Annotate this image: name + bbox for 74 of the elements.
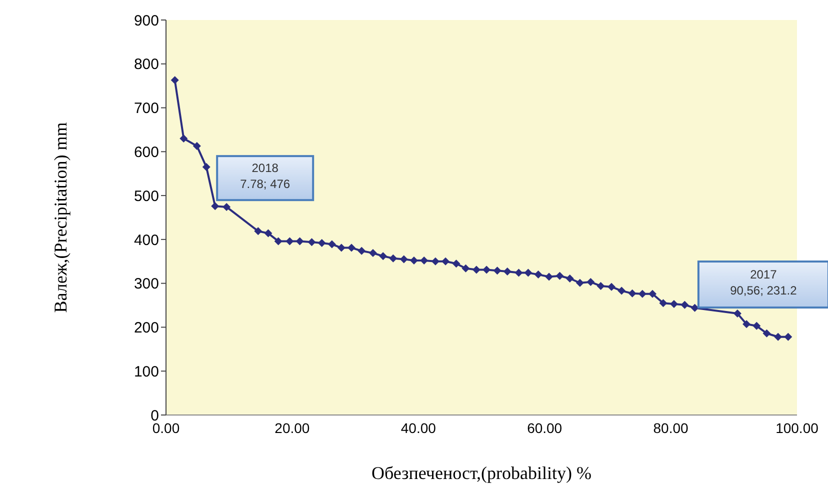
point xyxy=(431,257,440,266)
callout-box: 2017 90,56; 231.2 xyxy=(697,260,828,309)
x-axis-title: Обезпеченост,(probability) % xyxy=(371,463,592,483)
y-tick-label: 300 xyxy=(134,276,159,293)
point xyxy=(296,237,304,246)
point xyxy=(400,255,408,264)
point xyxy=(680,300,689,309)
point xyxy=(368,249,377,258)
point xyxy=(211,202,220,210)
point xyxy=(514,268,523,277)
y-tick-label: 500 xyxy=(134,188,159,205)
x-tick-label: 60.00 xyxy=(527,420,562,436)
point xyxy=(638,290,646,298)
point xyxy=(596,282,605,290)
y-tick-label: 700 xyxy=(134,100,159,118)
point xyxy=(337,244,346,252)
point xyxy=(670,300,678,308)
point xyxy=(503,267,512,276)
point xyxy=(358,246,366,255)
point xyxy=(274,237,282,246)
point xyxy=(379,252,388,260)
point xyxy=(442,257,450,266)
point xyxy=(318,238,326,247)
point xyxy=(524,268,532,277)
y-tick-label: 400 xyxy=(134,232,159,249)
point xyxy=(286,237,294,246)
point xyxy=(389,254,398,262)
point xyxy=(534,270,542,279)
y-axis-title: Валеж,(Precipitation) mm xyxy=(50,122,70,313)
point xyxy=(659,299,668,308)
point xyxy=(264,229,272,238)
y-tick-label: 900 xyxy=(134,12,159,30)
point xyxy=(733,310,742,318)
x-tick-label: 20.00 xyxy=(274,420,310,436)
x-tick-label: 40.00 xyxy=(400,420,436,436)
point xyxy=(607,282,616,291)
callout-box: 2018 7.78; 476 xyxy=(216,155,314,202)
point xyxy=(170,76,179,84)
point xyxy=(648,290,656,298)
point xyxy=(192,142,201,150)
point xyxy=(482,266,491,274)
point xyxy=(410,256,418,265)
point xyxy=(628,289,636,298)
point xyxy=(762,329,771,338)
point xyxy=(784,332,792,341)
point xyxy=(493,266,502,275)
point xyxy=(308,238,316,246)
point xyxy=(222,202,231,211)
point xyxy=(618,286,626,295)
annotation: 2017 90,56; 231.2 xyxy=(730,268,798,298)
y-tick-label: 100 xyxy=(134,363,159,380)
point xyxy=(202,163,210,172)
point xyxy=(452,260,460,268)
point xyxy=(472,266,480,274)
point xyxy=(420,256,428,265)
y-tick-label: 800 xyxy=(134,56,159,74)
y-tick-label: 600 xyxy=(134,144,159,161)
point xyxy=(254,227,262,236)
point xyxy=(752,322,761,330)
point xyxy=(586,278,595,286)
point xyxy=(774,332,782,341)
point xyxy=(348,244,356,252)
point xyxy=(556,272,564,280)
point xyxy=(576,278,584,287)
point xyxy=(328,240,336,248)
point xyxy=(545,272,554,281)
annotation: 2018 7.78; 476 xyxy=(240,161,290,192)
y-tick-label: 200 xyxy=(134,320,159,337)
x-tick-label: 100.00 xyxy=(776,420,819,436)
x-tick-label: 80.00 xyxy=(653,420,689,436)
point xyxy=(462,264,470,272)
point xyxy=(742,320,751,328)
point xyxy=(180,134,188,142)
point xyxy=(566,274,574,283)
